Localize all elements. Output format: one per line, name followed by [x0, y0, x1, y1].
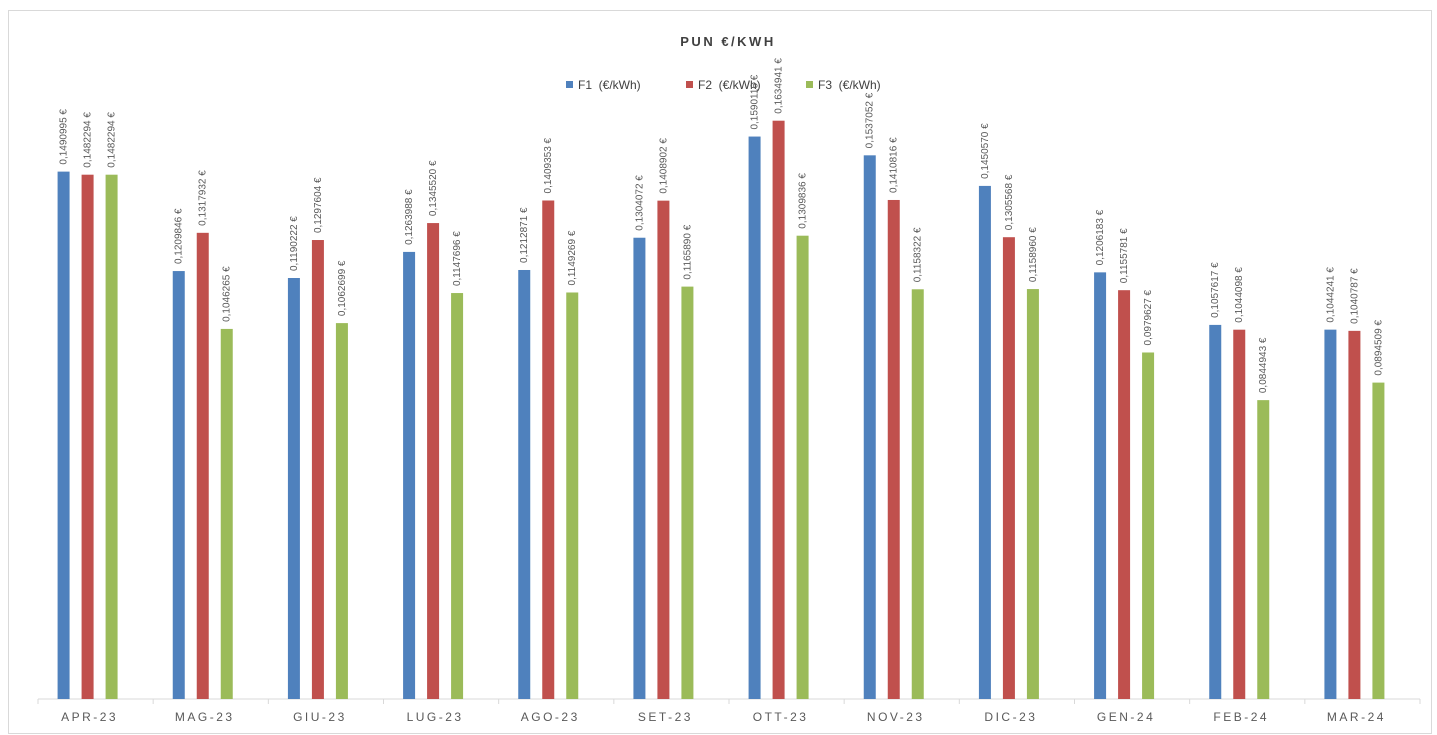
legend-entry: F3 (€/kWh): [818, 78, 881, 92]
data-label: 0,1158960 €: [1028, 227, 1039, 282]
data-label: 0,1408902 €: [658, 138, 669, 194]
bar: [105, 174, 118, 700]
data-label: 0,0844943 €: [1258, 337, 1269, 393]
plot-area: 0,1490995 € 0,1482294 € 0,1482294 € APR-23 0…: [37, 58, 1421, 724]
bar: [978, 185, 991, 700]
bar: [911, 289, 924, 699]
data-label: 0,1634941 €: [774, 58, 785, 114]
data-label: 0,1450570 €: [980, 123, 991, 179]
bar: [1094, 272, 1107, 699]
data-label: 0,1206183 €: [1095, 209, 1106, 265]
data-label: 0,1212871 €: [519, 207, 530, 263]
data-label: 0,1410816 €: [889, 137, 900, 193]
bar: [863, 155, 876, 699]
data-label: 0,1305568 €: [1004, 174, 1015, 230]
bar: [1026, 289, 1039, 699]
data-label: 0,1482294 €: [107, 112, 118, 168]
data-label: 0,1263988 €: [404, 189, 415, 245]
bar: [772, 120, 785, 700]
x-tick-label: LUG-23: [407, 710, 464, 724]
x-tick-label: AGO-23: [521, 710, 580, 724]
bar: [887, 199, 900, 699]
legend-swatch: [566, 81, 573, 88]
data-label: 0,1190222 €: [289, 216, 300, 271]
data-label: 0,1062699 €: [337, 260, 348, 316]
bar: [1209, 324, 1222, 699]
data-label: 0,1057617 €: [1210, 262, 1221, 318]
x-tick-label: GEN-24: [1097, 710, 1155, 724]
bar: [220, 328, 233, 699]
x-tick-label: MAR-24: [1327, 710, 1386, 724]
x-tick-label: OTT-23: [753, 710, 809, 724]
legend-entry: F1 (€/kWh): [578, 78, 641, 92]
x-tick-label: NOV-23: [867, 710, 925, 724]
data-label: 0,1304072 €: [634, 175, 645, 231]
legend-swatch: [806, 81, 813, 88]
legend-swatch: [686, 81, 693, 88]
bar: [81, 174, 94, 700]
bar: [1142, 352, 1155, 699]
bar: [287, 278, 300, 699]
x-tick-label: MAG-23: [175, 710, 235, 724]
bar: [633, 237, 646, 699]
x-tick-label: SET-23: [638, 710, 693, 724]
chart-area: [8, 10, 1432, 734]
bar: [335, 323, 348, 699]
bar: [796, 235, 809, 699]
bar: [681, 286, 694, 699]
data-label: 0,0894509 €: [1373, 320, 1384, 376]
data-label: 0,1309836 €: [798, 173, 809, 229]
bar: [542, 200, 555, 700]
data-label: 0,1147696 €: [452, 231, 463, 286]
x-tick-label: FEB-24: [1213, 710, 1269, 724]
data-label: 0,1409353 €: [543, 137, 554, 193]
data-label: 0,0979627 €: [1143, 289, 1154, 345]
x-tick-label: APR-23: [61, 710, 118, 724]
bar: [1233, 329, 1246, 699]
x-tick-label: DIC-23: [984, 710, 1037, 724]
x-tick-label: GIU-23: [293, 710, 347, 724]
bar: [403, 251, 416, 699]
data-label: 0,1044098 €: [1234, 267, 1245, 323]
legend-entry: F2 (€/kWh): [698, 78, 761, 92]
data-label: 0,1040787 €: [1349, 268, 1360, 324]
data-label: 0,1590116 €: [750, 74, 761, 129]
legend: F1 (€/kWh) F2 (€/kWh) F3 (€/kWh): [566, 78, 881, 92]
chart-title: PUN €/KWH: [680, 34, 775, 49]
bar: [451, 293, 464, 699]
data-label: 0,1149269 €: [567, 230, 578, 285]
bar: [1257, 400, 1270, 699]
bar: [1372, 382, 1385, 699]
bar: [1002, 237, 1015, 699]
bar: [311, 240, 324, 699]
data-label: 0,1044241 €: [1325, 267, 1336, 323]
data-label: 0,1482294 €: [83, 112, 94, 168]
bar: [1118, 290, 1131, 699]
bar: [57, 171, 70, 699]
data-label: 0,1490995 €: [59, 109, 70, 165]
data-label: 0,1297604 €: [313, 177, 324, 233]
data-label: 0,1317932 €: [198, 170, 209, 226]
bar: [427, 223, 440, 699]
bar: [518, 269, 531, 699]
data-label: 0,1158322 €: [913, 227, 924, 282]
bar: [566, 292, 579, 699]
bar: [172, 271, 185, 699]
data-label: 0,1046265 €: [222, 266, 233, 322]
bar: [748, 136, 761, 700]
bar: [1348, 330, 1361, 699]
data-label: 0,1537052 €: [865, 92, 876, 148]
data-label: 0,1155781 €: [1119, 228, 1130, 283]
bar: [1324, 329, 1337, 699]
data-label: 0,1345520 €: [428, 160, 439, 216]
data-label: 0,1209846 €: [174, 208, 185, 264]
data-label: 0,1165890 €: [682, 224, 693, 279]
bar: [196, 232, 209, 700]
bar: [657, 200, 670, 699]
